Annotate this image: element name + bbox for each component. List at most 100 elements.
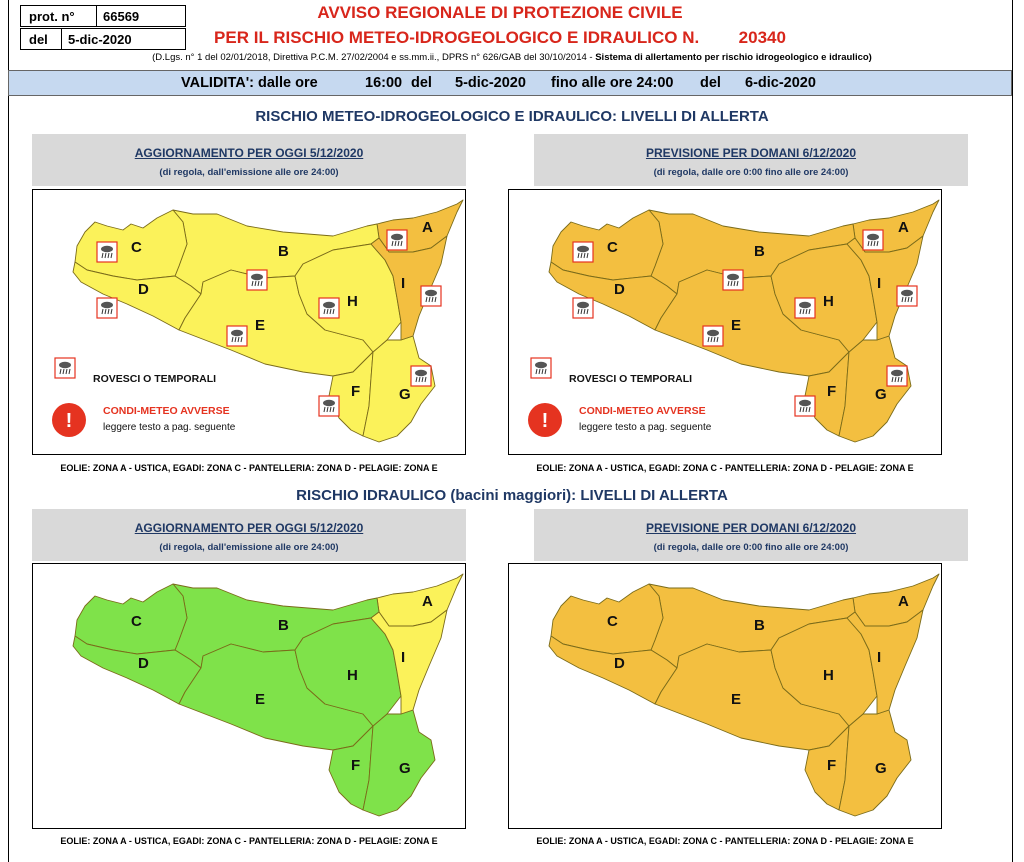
hydro-tomorrow-zone-label-b: B: [754, 617, 765, 634]
meteo-today-zone-label-f: F: [351, 383, 360, 400]
storm-icon-legend: [54, 357, 76, 379]
storm-icon-i: [896, 285, 918, 307]
storm-icon-d: [572, 297, 594, 319]
meteo-today-map-box: A B C D E F G H I ROVESCI O TEMPORALI! CONDI-METEO…: [32, 189, 466, 455]
hydro-today-title: AGGIORNAMENTO PER OGGI 5/12/2020: [134, 521, 364, 535]
hydro-today-islands: EOLIE: ZONA A - USTICA, EGADI: ZONA C - …: [60, 836, 438, 846]
hydro-today-map-box: A B C D E F G H I: [32, 563, 466, 829]
storm-icon-e: [702, 325, 724, 347]
hydro-today-zone-label-c: C: [131, 613, 142, 630]
meteo-today-islands: EOLIE: ZONA A - USTICA, EGADI: ZONA C - …: [60, 463, 438, 473]
title-line-2: PER IL RISCHIO METEO-IDROGEOLOGICO E IDR…: [200, 28, 800, 48]
del-label: del: [29, 31, 48, 47]
storm-icon-c: [96, 241, 118, 263]
meteo-tomorrow-subtitle: (di regola, dalle ore 0:00 fino alle ore…: [653, 167, 849, 178]
hydro-today-zone-i: [370, 609, 448, 715]
validity-label: VALIDITA': dalle ore: [181, 75, 318, 91]
section-hydro-title: RISCHIO IDRAULICO (bacini maggiori): LIV…: [296, 487, 728, 504]
meteo-today-zone-label-i: I: [401, 275, 405, 292]
hydro-tomorrow-zone-a: [852, 573, 940, 627]
hydro-tomorrow-islands: EOLIE: ZONA A - USTICA, EGADI: ZONA C - …: [536, 836, 914, 846]
validity-bar: VALIDITA': dalle ore 16:00 del 5-dic-202…: [8, 70, 1012, 96]
meteo-tomorrow-map-box: A B C D E F G H I ROVESCI O TEMPORALI! CONDI-METEO…: [508, 189, 942, 455]
validity-from-date: 5-dic-2020: [455, 75, 526, 91]
meteo-tomorrow-zone-label-d: D: [614, 281, 625, 298]
hydro-tomorrow-zone-label-d: D: [614, 655, 625, 672]
meteo-tomorrow-legend-adverse-title: CONDI-METEO AVVERSE: [579, 405, 706, 417]
normative-text: (D.Lgs. n° 1 del 02/01/2018, Direttiva P…: [152, 52, 596, 63]
validity-del-2: del: [700, 75, 721, 91]
storm-icon-g: [886, 365, 908, 387]
meteo-today-zone-label-g: G: [399, 386, 411, 403]
meteo-today-legend-storms: ROVESCI O TEMPORALI: [93, 373, 216, 385]
meteo-today-legend-adverse-title: CONDI-METEO AVVERSE: [103, 405, 230, 417]
hydro-tomorrow-zone-label-c: C: [607, 613, 618, 630]
meteo-today-zone-label-d: D: [138, 281, 149, 298]
hydro-today-zone-label-b: B: [278, 617, 289, 634]
hydro-today-zone-label-e: E: [255, 691, 265, 708]
hydro-tomorrow-subtitle: (di regola, dalle ore 0:00 fino alle ore…: [653, 542, 849, 553]
meteo-today-zone-label-h: H: [347, 293, 358, 310]
meteo-tomorrow-zone-label-b: B: [754, 243, 765, 260]
meteo-today-title: AGGIORNAMENTO PER OGGI 5/12/2020: [134, 146, 364, 160]
hydro-tomorrow-zone-label-g: G: [875, 760, 887, 777]
validity-del-1: del: [411, 75, 432, 91]
meteo-tomorrow-legend-storms: ROVESCI O TEMPORALI: [569, 373, 692, 385]
del-date-box: 5-dic-2020: [60, 28, 186, 50]
del-date: 5-dic-2020: [68, 31, 132, 47]
page-frame-right: [1012, 0, 1013, 862]
alert-icon: !: [528, 403, 562, 437]
prot-number-box: 66569: [95, 5, 186, 27]
validity-to-date: 6-dic-2020: [745, 75, 816, 91]
hydro-today-subtitle: (di regola, dall'emissione alle ore 24:0…: [159, 542, 339, 553]
del-label-box: del: [20, 28, 62, 50]
storm-icon-c: [572, 241, 594, 263]
storm-icon-e: [226, 325, 248, 347]
meteo-today-zone-i: [370, 235, 448, 341]
hydro-today-map: A B C D E F G H I: [72, 573, 464, 817]
hydro-today-header: AGGIORNAMENTO PER OGGI 5/12/2020 (di reg…: [32, 509, 466, 561]
meteo-tomorrow-zone-label-a: A: [898, 219, 909, 236]
svg-text:!: !: [66, 410, 73, 432]
storm-icon-b: [722, 269, 744, 291]
meteo-tomorrow-zone-label-f: F: [827, 383, 836, 400]
prot-label-box: prot. n°: [20, 5, 97, 27]
title-line-1: AVVISO REGIONALE DI PROTEZIONE CIVILE: [317, 3, 683, 22]
storm-icon-g: [410, 365, 432, 387]
meteo-today-map: A B C D E F G H I ROVESCI O TEMPORALI! CONDI-METEO…: [52, 199, 464, 443]
normative-bold: Sistema di allertamento per rischio idro…: [595, 52, 872, 63]
meteo-tomorrow-zone-label-g: G: [875, 386, 887, 403]
storm-icon-f: [318, 395, 340, 417]
hydro-today-zone-label-f: F: [351, 757, 360, 774]
hydro-tomorrow-map-box: A B C D E F G H I: [508, 563, 942, 829]
meteo-today-zone-label-c: C: [131, 239, 142, 256]
meteo-tomorrow-zone-label-i: I: [877, 275, 881, 292]
meteo-tomorrow-islands: EOLIE: ZONA A - USTICA, EGADI: ZONA C - …: [536, 463, 914, 473]
hydro-tomorrow-header: PREVISIONE PER DOMANI 6/12/2020 (di rego…: [534, 509, 968, 561]
storm-icon-a: [862, 229, 884, 251]
alert-icon: !: [52, 403, 86, 437]
meteo-tomorrow-zone-label-e: E: [731, 317, 741, 334]
svg-text:!: !: [542, 410, 549, 432]
meteo-today-subtitle: (di regola, dall'emissione alle ore 24:0…: [159, 167, 339, 178]
meteo-tomorrow-title: PREVISIONE PER DOMANI 6/12/2020: [645, 146, 857, 160]
section-meteo-title: RISCHIO METEO-IDROGEOLOGICO E IDRAULICO:…: [255, 108, 769, 125]
hydro-today-zone-label-i: I: [401, 649, 405, 666]
hydro-tomorrow-title: PREVISIONE PER DOMANI 6/12/2020: [645, 521, 857, 535]
hydro-today-zone-label-h: H: [347, 667, 358, 684]
prot-number: 66569: [103, 8, 140, 24]
hydro-today-zone-label-d: D: [138, 655, 149, 672]
prot-label: prot. n°: [29, 8, 75, 24]
storm-icon-h: [318, 297, 340, 319]
meteo-tomorrow-zone-label-h: H: [823, 293, 834, 310]
storm-icon-a: [386, 229, 408, 251]
hydro-tomorrow-zone-label-h: H: [823, 667, 834, 684]
page-frame-left: [8, 0, 9, 862]
meteo-tomorrow-zone-label-c: C: [607, 239, 618, 256]
meteo-tomorrow-header: PREVISIONE PER DOMANI 6/12/2020 (di rego…: [534, 134, 968, 186]
storm-icon-f: [794, 395, 816, 417]
validity-from-time: 16:00: [365, 75, 403, 91]
normative-reference: (D.Lgs. n° 1 del 02/01/2018, Direttiva P…: [0, 52, 1024, 63]
hydro-tomorrow-map: A B C D E F G H I: [548, 573, 940, 817]
avviso-number: 20340: [738, 28, 786, 47]
